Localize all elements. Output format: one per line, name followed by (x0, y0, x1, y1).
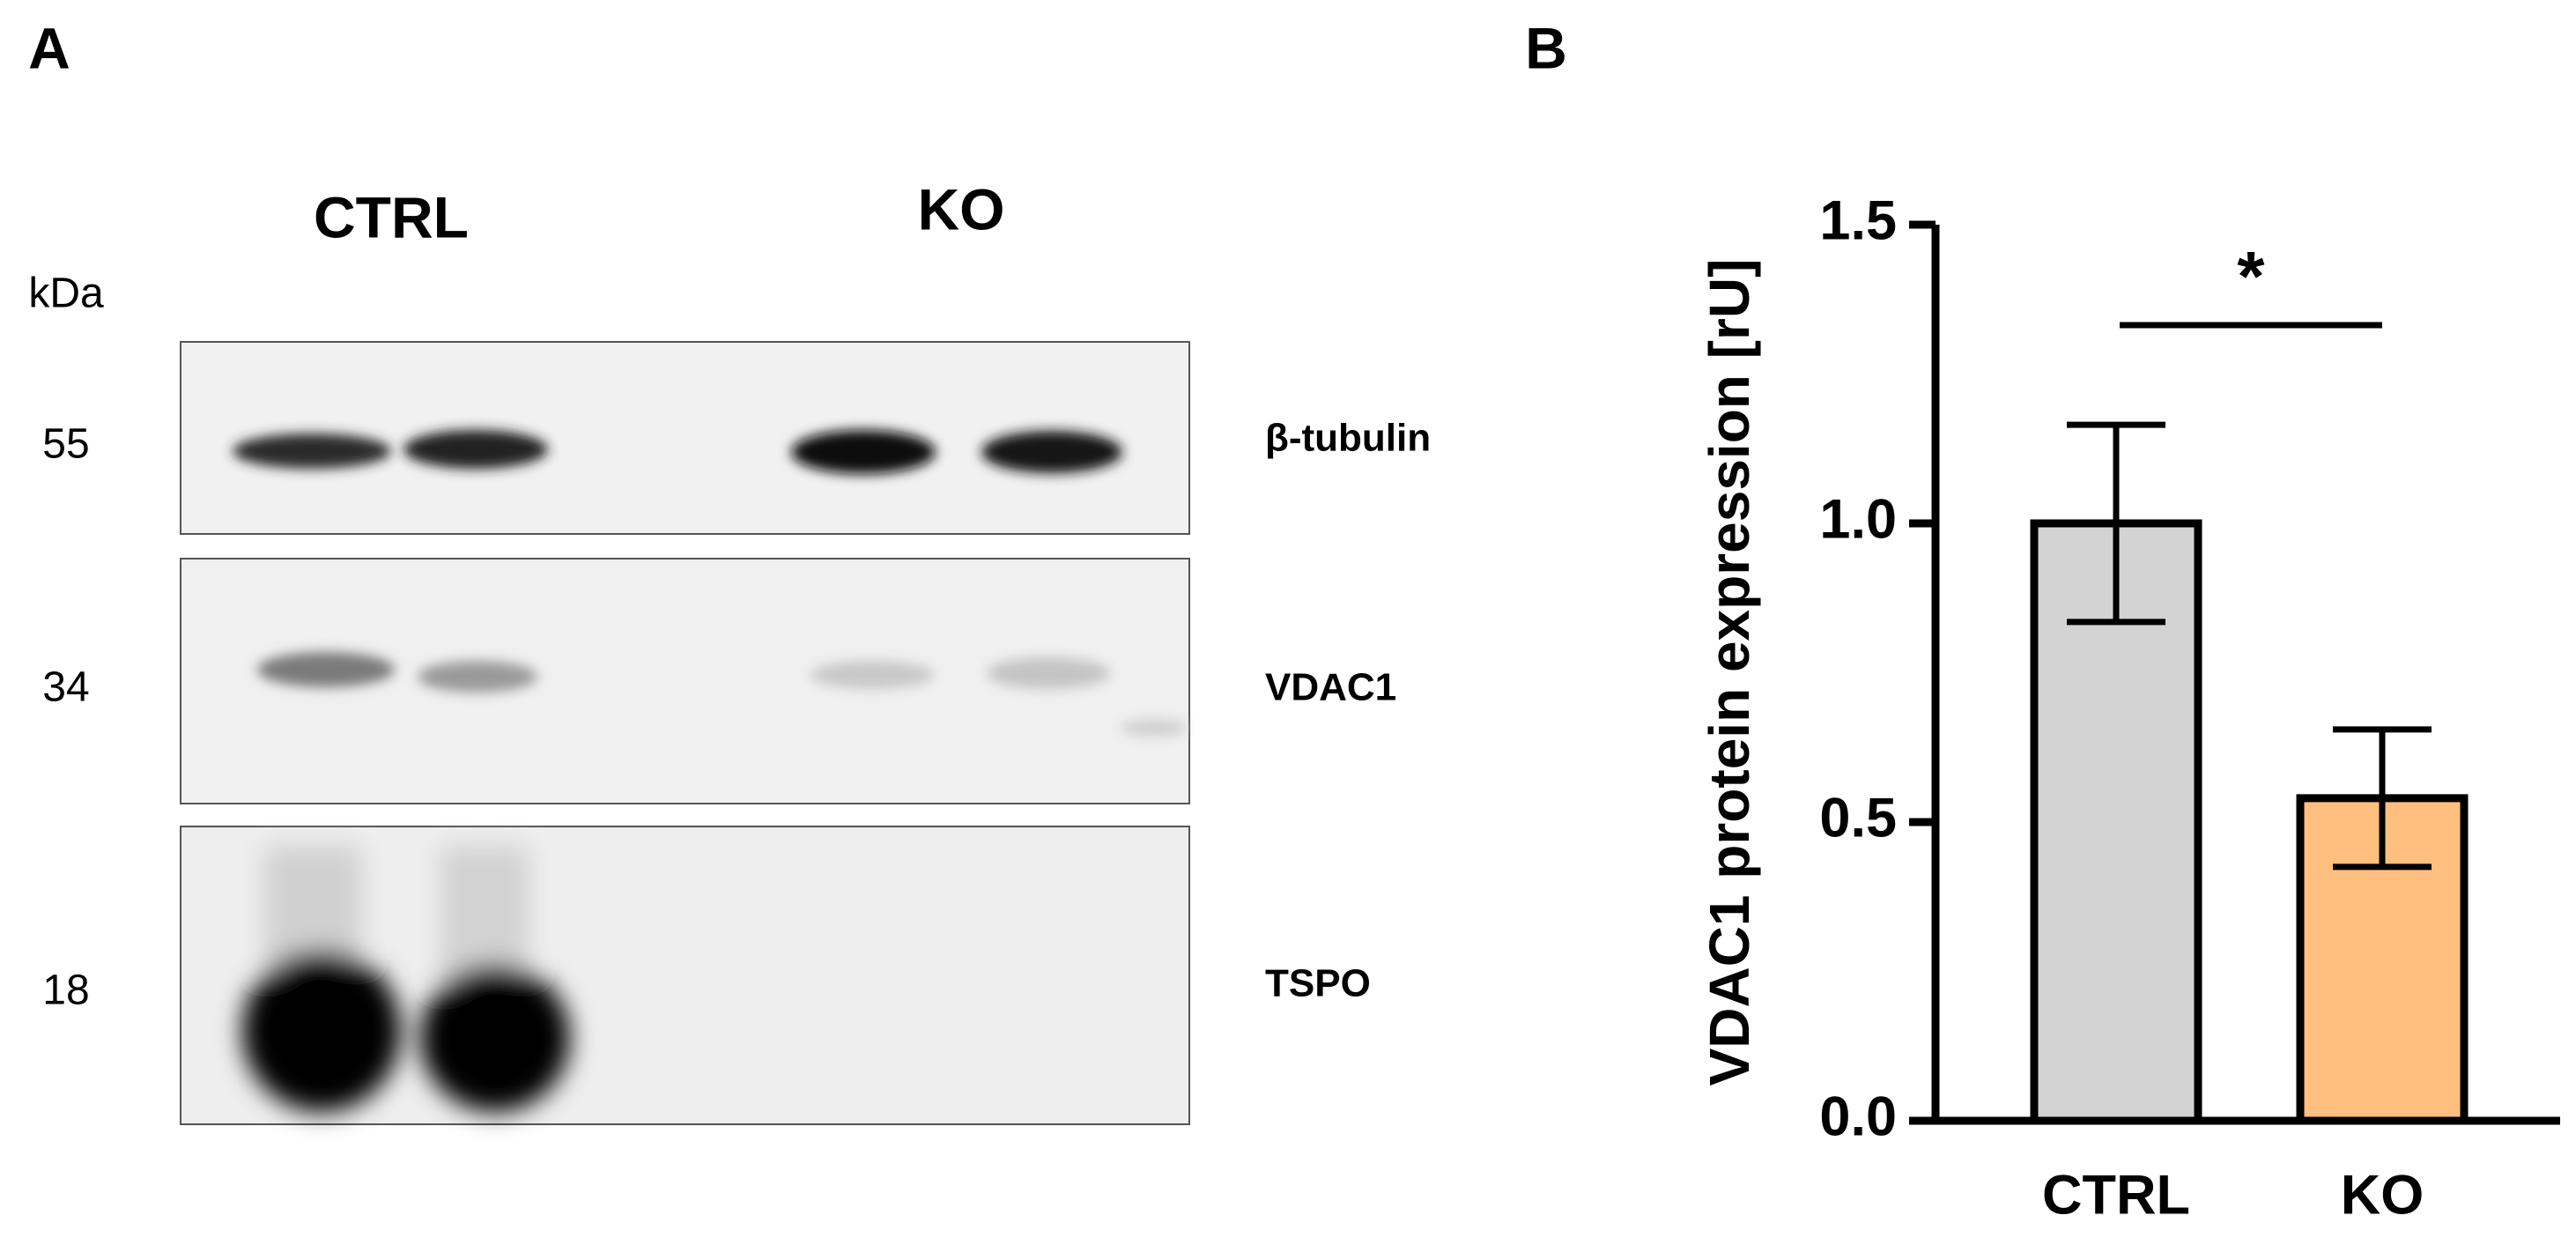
lane-label: KO (918, 176, 1005, 241)
bands (242, 846, 570, 1112)
protein-label: β-tubulin (1265, 417, 1431, 460)
y-tick-label: 1.0 (1819, 489, 1897, 551)
protein-label: VDAC1 (1265, 666, 1396, 709)
kda-label: 18 (42, 967, 89, 1014)
unit-label: kDa (28, 270, 104, 317)
kda-label: 55 (42, 421, 89, 468)
significance-mark: * (2237, 237, 2265, 315)
y-axis-title: VDAC1 protein expression [rU] (1698, 259, 1761, 1086)
x-tick-label: KO (2341, 1165, 2424, 1226)
protein-label: TSPO (1265, 962, 1371, 1005)
panel-label: A (28, 15, 70, 80)
lane-label: CTRL (314, 184, 469, 249)
y-tick-label: 0.5 (1819, 788, 1897, 849)
bands (233, 430, 1188, 737)
x-tick-label: CTRL (2042, 1165, 2190, 1226)
panel-label: B (1525, 15, 1567, 80)
y-tick-label: 0.0 (1819, 1086, 1897, 1148)
blot-membranes (180, 341, 1190, 1125)
y-tick-label: 1.5 (1819, 190, 1897, 252)
kda-label: 34 (42, 664, 89, 711)
